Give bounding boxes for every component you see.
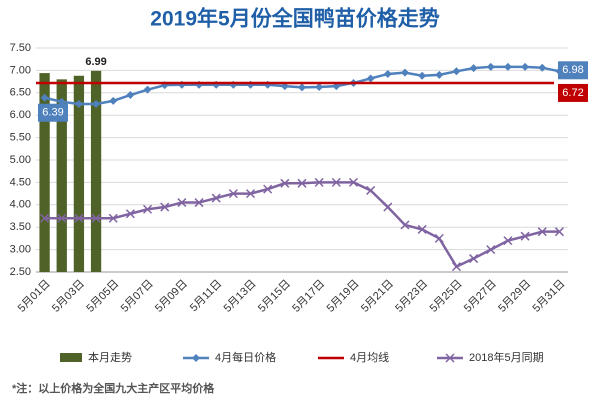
point [469, 64, 478, 73]
value-label-box [558, 61, 588, 80]
point [177, 198, 187, 208]
point [383, 69, 392, 78]
y-tick-label: 4.00 [10, 199, 31, 211]
chart-title: 2019年5月份全国鸭苗价格走势 [150, 7, 439, 31]
value-label-box [38, 103, 68, 122]
point [538, 63, 547, 72]
point [520, 231, 530, 241]
point [348, 177, 359, 187]
point [503, 236, 513, 246]
point [400, 68, 409, 77]
point [109, 96, 118, 105]
y-tick-label: 3.50 [10, 221, 31, 233]
point [143, 85, 152, 94]
value-label: 6.98 [562, 64, 583, 76]
point [160, 202, 170, 212]
note: *注：以上价格为全国九大主产区平均价格 [12, 381, 215, 395]
point [92, 100, 101, 108]
point [74, 213, 84, 223]
bar [39, 73, 50, 272]
y-tick-label: 7.50 [10, 42, 31, 54]
point [74, 100, 83, 108]
legend-label: 2018年5月同期 [469, 350, 544, 364]
y-tick-label: 5.00 [10, 154, 31, 166]
point [314, 177, 324, 187]
point [503, 62, 512, 71]
point [126, 91, 135, 100]
legend-label: 4月每日价格 [215, 350, 276, 364]
bar [73, 75, 85, 272]
y-tick-label: 6.50 [10, 87, 31, 99]
point [245, 189, 256, 199]
y-tick-label: 3.00 [10, 244, 31, 256]
value-label: 6.99 [85, 56, 106, 68]
point [554, 227, 564, 237]
legend-marker [192, 354, 200, 362]
point [435, 70, 444, 79]
point [125, 209, 135, 219]
point [417, 224, 427, 234]
point [91, 213, 101, 223]
point [194, 198, 204, 208]
y-tick-label: 7.00 [10, 64, 31, 76]
point [418, 71, 427, 80]
legend-marker [445, 353, 455, 363]
point [57, 213, 67, 223]
value-label: 6.72 [562, 87, 583, 99]
point [451, 262, 461, 272]
point [400, 220, 410, 230]
point [211, 193, 221, 203]
value-label: 6.39 [42, 107, 63, 119]
point [434, 233, 444, 243]
point [331, 177, 341, 187]
point [228, 189, 238, 199]
legend-label: 本月走势 [88, 350, 132, 364]
point [366, 185, 376, 195]
point [143, 204, 153, 214]
y-tick-label: 5.50 [10, 132, 31, 144]
point [298, 83, 306, 92]
y-tick-label: 4.50 [10, 176, 31, 188]
y-tick-label: 6.00 [10, 109, 31, 121]
point [280, 178, 290, 188]
point [537, 227, 547, 237]
point [486, 62, 495, 71]
point [383, 202, 393, 212]
bar [90, 70, 102, 273]
point [315, 82, 324, 91]
bar [56, 79, 67, 272]
point [297, 178, 307, 188]
point [40, 213, 50, 223]
point [452, 67, 461, 76]
point [366, 74, 375, 83]
point [40, 93, 49, 102]
point [469, 254, 479, 264]
value-label-box [558, 83, 588, 102]
legend-swatch [60, 353, 82, 362]
point [521, 62, 530, 71]
point [486, 245, 496, 255]
legend-label: 4月均线 [350, 350, 389, 364]
point [108, 213, 118, 223]
y-tick-label: 2.50 [10, 266, 31, 278]
point [263, 184, 273, 194]
